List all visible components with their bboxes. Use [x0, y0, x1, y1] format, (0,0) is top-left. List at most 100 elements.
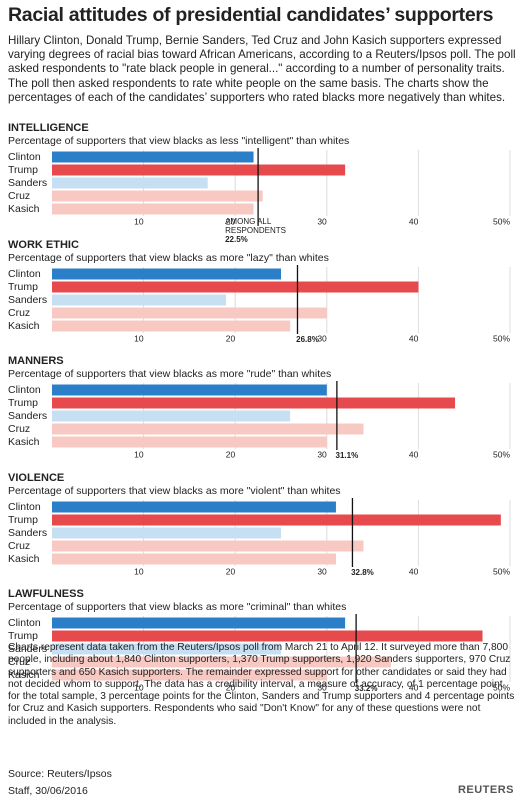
category-label: Kasich [8, 669, 40, 681]
x-tick-label: 50% [493, 682, 510, 692]
category-label: Cruz [8, 540, 30, 552]
bar [52, 203, 254, 215]
bar [52, 410, 291, 422]
x-tick-label: 30 [317, 449, 327, 459]
logo: REUTERS [457, 784, 514, 796]
bar [52, 630, 483, 642]
category-label: Cruz [8, 423, 30, 435]
category-label: Clinton [8, 151, 41, 163]
reference-label: 31.1% [336, 451, 359, 460]
x-tick-label: 10 [134, 682, 144, 692]
x-tick-label: 40 [409, 216, 419, 226]
bar [52, 501, 336, 513]
x-tick-label: 40 [409, 566, 419, 576]
page-title: Racial attitudes of presidential candida… [8, 4, 494, 26]
reference-note: RESPONDENTS [225, 226, 286, 235]
category-label: Kasich [8, 320, 40, 332]
bar [52, 384, 327, 396]
reference-label: 33.2% [355, 684, 378, 693]
reference-label: 32.8% [351, 568, 374, 577]
category-label: Sanders [8, 527, 47, 539]
x-tick-label: 30 [317, 566, 327, 576]
panel-subtitle: Percentage of supporters that view black… [8, 601, 346, 613]
category-label: Sanders [8, 410, 47, 422]
panel-subtitle: Percentage of supporters that view black… [8, 135, 349, 147]
x-tick-label: 30 [317, 333, 327, 343]
category-label: Sanders [8, 177, 47, 189]
category-label: Clinton [8, 617, 41, 629]
bar [52, 423, 364, 435]
category-label: Trump [8, 281, 38, 293]
x-tick-label: 20 [226, 682, 236, 692]
x-tick-label: 50% [493, 216, 510, 226]
x-tick-label: 30 [317, 216, 327, 226]
bar [52, 617, 346, 629]
panel-subtitle: Percentage of supporters that view black… [8, 368, 331, 380]
x-tick-label: 20 [226, 449, 236, 459]
category-label: Kasich [8, 436, 40, 448]
x-tick-label: 10 [134, 333, 144, 343]
category-label: Kasich [8, 203, 40, 215]
panel-title: LAWFULNESS [8, 588, 84, 600]
bar [52, 436, 327, 448]
category-label: Clinton [8, 384, 41, 396]
reference-label: 22.5% [225, 235, 248, 244]
category-label: Cruz [8, 656, 30, 668]
x-tick-label: 50% [493, 333, 510, 343]
category-label: Trump [8, 514, 38, 526]
bar [52, 397, 456, 409]
category-label: Sanders [8, 294, 47, 306]
intro: Hillary Clinton, Donald Trump, Bernie Sa… [8, 34, 516, 104]
x-tick-label: 50% [493, 449, 510, 459]
panel-subtitle: Percentage of supporters that view black… [8, 485, 341, 497]
source: Source: Reuters/Ipsos [8, 768, 112, 780]
bar [52, 540, 364, 552]
x-tick-label: 50% [493, 566, 510, 576]
category-label: Clinton [8, 501, 41, 513]
bar [52, 320, 291, 332]
x-tick-label: 20 [226, 216, 236, 226]
x-tick-label: 10 [134, 566, 144, 576]
bar [52, 294, 227, 306]
bar [52, 151, 254, 163]
bar [52, 177, 208, 189]
panel-title: INTELLIGENCE [8, 122, 89, 134]
bar [52, 307, 327, 319]
bar [52, 190, 263, 202]
category-label: Sanders [8, 643, 47, 655]
bar [52, 643, 281, 655]
bar [52, 268, 281, 280]
x-tick-label: 10 [134, 216, 144, 226]
category-label: Trump [8, 397, 38, 409]
category-label: Clinton [8, 268, 41, 280]
bar [52, 514, 501, 526]
x-tick-label: 40 [409, 449, 419, 459]
x-tick-label: 40 [409, 333, 419, 343]
panel-title: VIOLENCE [8, 472, 64, 484]
x-tick-label: 40 [409, 682, 419, 692]
bar [52, 553, 336, 565]
bar [52, 281, 419, 293]
panel-title: WORK ETHIC [8, 239, 79, 251]
bar [52, 656, 391, 668]
category-label: Kasich [8, 553, 40, 565]
bar [52, 669, 327, 681]
notes: Charts represent data taken from the Reu… [8, 642, 515, 727]
x-tick-label: 20 [226, 566, 236, 576]
category-label: Trump [8, 164, 38, 176]
panel-subtitle: Percentage of supporters that view black… [8, 252, 329, 264]
credit: Staff, 30/06/2016 [8, 785, 88, 797]
panel-title: MANNERS [8, 355, 64, 367]
x-tick-label: 30 [317, 682, 327, 692]
bar [52, 527, 281, 539]
category-label: Trump [8, 630, 38, 642]
reference-label: 26.8% [296, 335, 319, 344]
x-tick-label: 20 [226, 333, 236, 343]
bar [52, 164, 346, 176]
x-tick-label: 10 [134, 449, 144, 459]
category-label: Cruz [8, 190, 30, 202]
category-label: Cruz [8, 307, 30, 319]
reference-note: AMONG ALL [225, 217, 272, 226]
